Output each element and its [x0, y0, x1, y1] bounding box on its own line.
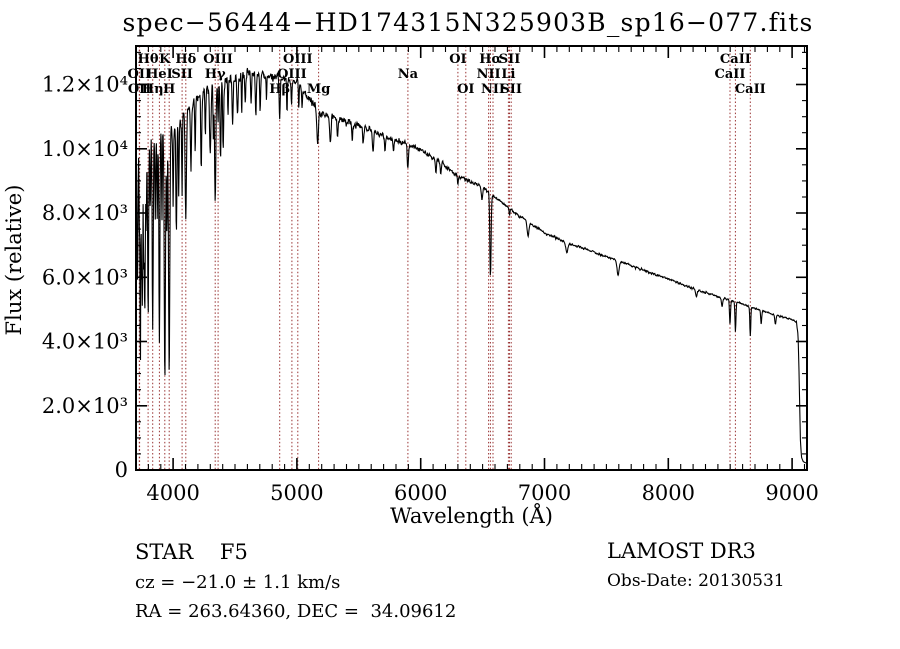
spectral-line-label: Li	[501, 67, 515, 82]
y-axis-label: Flux (relative)	[2, 184, 26, 336]
spectral-line-label: Hθ	[138, 52, 159, 67]
y-tick-label: 8.0×10³	[42, 201, 128, 225]
spectral-line-label: OIII	[277, 67, 307, 82]
spectral-line-label: CaII	[715, 67, 746, 82]
spectral-line-label: OIII	[203, 52, 233, 67]
spectral-line-label: SII	[500, 82, 522, 97]
x-tick-label: 5000	[270, 481, 323, 505]
spectral-line-label: CaII	[735, 82, 766, 97]
x-tick-label: 6000	[394, 481, 447, 505]
x-tick-label: 9000	[765, 481, 818, 505]
spectral-line-label: OII	[128, 67, 152, 82]
x-tick-label: 8000	[642, 481, 695, 505]
x-axis-label: Wavelength (Å)	[390, 504, 553, 528]
spectral-line-label: Hη	[142, 82, 164, 97]
y-tick-label: 1.2×10⁴	[42, 73, 128, 97]
y-tick-label: 6.0×10³	[42, 265, 128, 289]
spectral-line-label: Hγ	[205, 67, 226, 82]
spectral-line-label: NII	[481, 82, 505, 97]
y-tick-label: 2.0×10³	[42, 394, 128, 418]
spectral-line-label: H	[163, 82, 175, 97]
spectral-line-label: HeI	[146, 67, 173, 82]
spectral-line-label: OIII	[283, 52, 313, 67]
spectral-line-label: Hα	[479, 52, 501, 67]
y-tick-label: 0	[115, 458, 128, 482]
y-tick-label: 1.0×10⁴	[42, 137, 128, 161]
spectral-line-label: Mg	[307, 82, 330, 97]
page-title: spec−56444−HD174315N325903B_sp16−077.fit…	[122, 8, 814, 37]
spectral-line-label: CaII	[720, 52, 751, 67]
survey-release-text: LAMOST DR3	[607, 539, 756, 563]
spectral-line-label: OI	[457, 82, 474, 97]
spectral-line-label: SII	[499, 52, 521, 67]
classification-text: STAR F5	[135, 540, 248, 564]
radial-velocity-text: cz = −21.0 ± 1.1 km/s	[135, 572, 341, 593]
spectral-line-label: Na	[398, 67, 419, 82]
y-tick-label: 4.0×10³	[42, 330, 128, 354]
coordinates-text: RA = 263.64360, DEC = 34.09612	[135, 601, 457, 622]
x-tick-label: 7000	[518, 481, 571, 505]
spectral-line-label: OII	[128, 82, 152, 97]
spectral-line-label: NII	[477, 67, 501, 82]
observation-date-text: Obs-Date: 20130531	[607, 571, 785, 591]
spectral-line-label: SII	[171, 67, 193, 82]
x-tick-label: 4000	[146, 481, 199, 505]
spectral-line-label: Hδ	[175, 52, 196, 67]
spectral-line-label: OI	[449, 52, 466, 67]
spectral-line-label: K	[159, 52, 171, 67]
spectral-line-label: Hβ	[269, 82, 290, 97]
